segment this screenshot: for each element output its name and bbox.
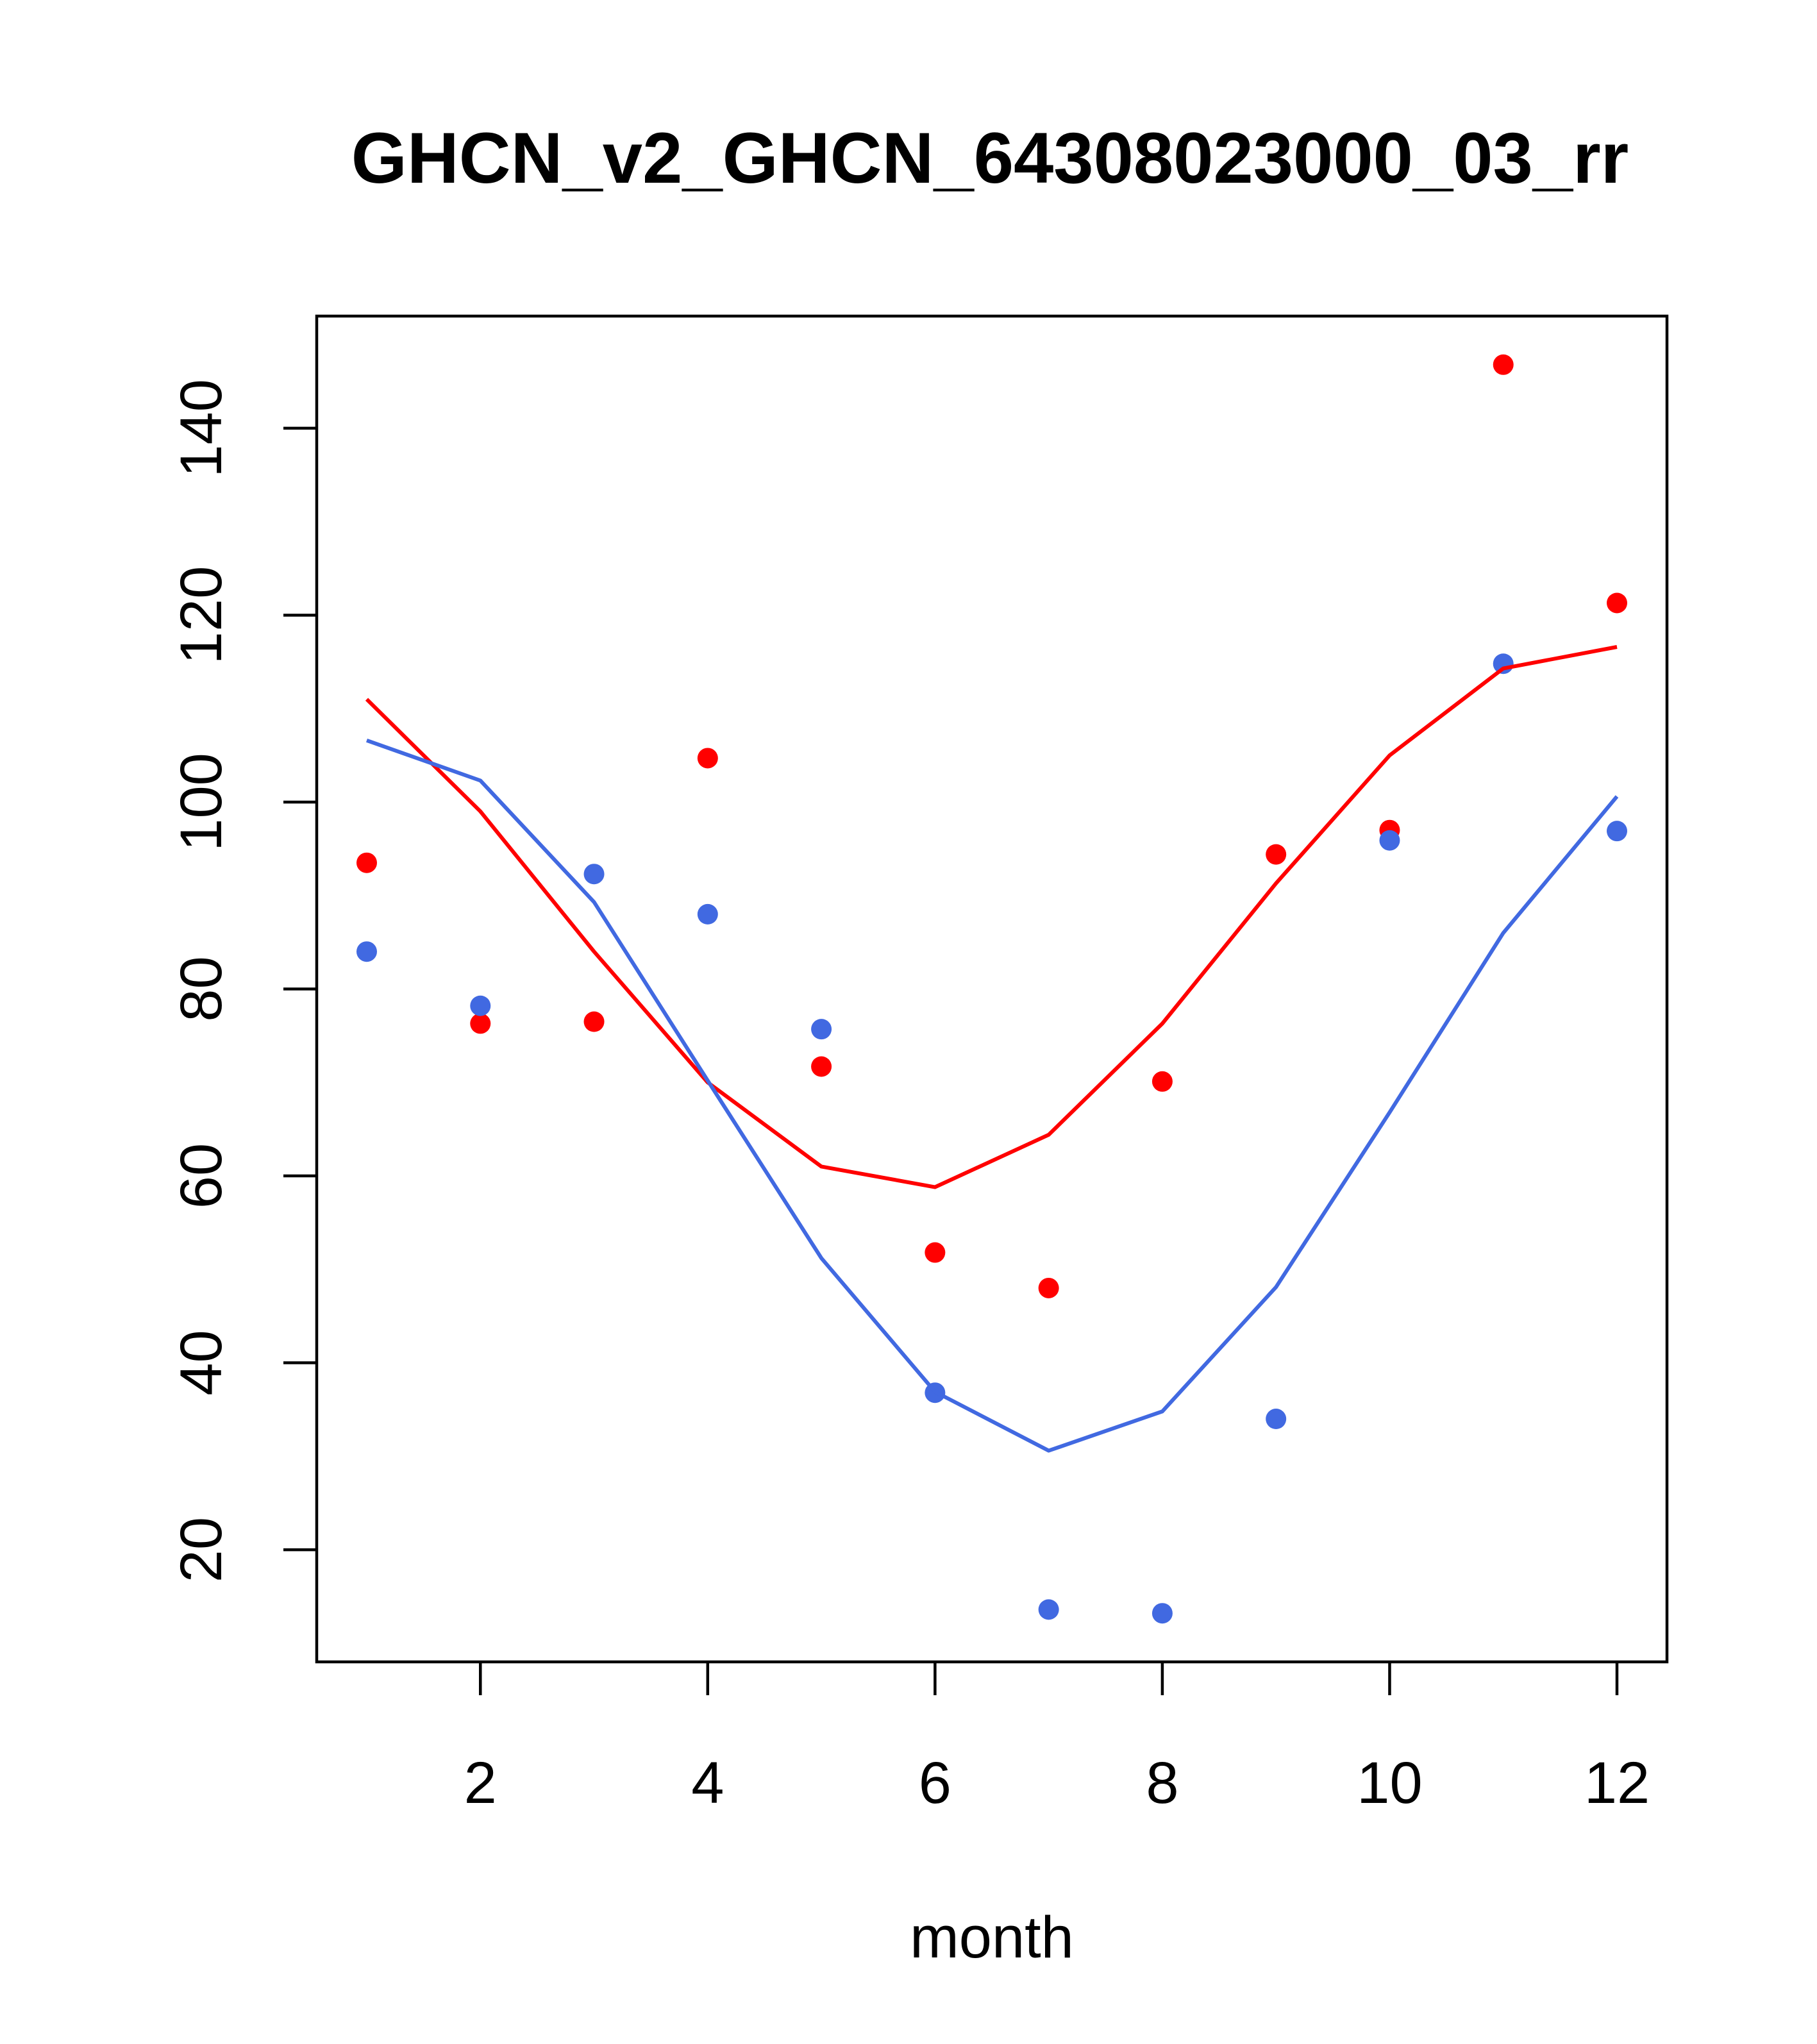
y-tick-label-140: 140 [169, 379, 234, 478]
blue-points-point-10 [1379, 830, 1400, 851]
red-points-point-5 [811, 1056, 832, 1077]
plot-area [356, 354, 1627, 1624]
x-axis-label: month [910, 1905, 1074, 1970]
x-axis: 2 4 6 8 10 12 [464, 1662, 1650, 1816]
y-tick-label-60: 60 [169, 1143, 234, 1209]
red-points-point-6 [925, 1242, 946, 1263]
red-points-point-4 [697, 748, 718, 769]
y-tick-label-120: 120 [169, 566, 234, 665]
blue-line [365, 738, 1619, 1453]
x-tick-label-12: 12 [1584, 1750, 1650, 1816]
x-tick-label-6: 6 [919, 1750, 951, 1816]
y-tick-label-20: 20 [169, 1517, 234, 1582]
blue-points-point-12 [1607, 821, 1627, 842]
blue-points-point-3 [583, 864, 605, 885]
y-tick-label-40: 40 [169, 1330, 234, 1395]
y-tick-label-100: 100 [169, 753, 234, 851]
blue-points-point-9 [1266, 1409, 1287, 1430]
plot-frame [315, 314, 1669, 1664]
chart-title: GHCN_v2_GHCN_64308023000_03_rr [351, 118, 1629, 198]
blue-points-point-11 [1493, 653, 1514, 674]
x-tick-label-2: 2 [464, 1750, 497, 1816]
red-points-point-8 [1151, 1071, 1173, 1092]
red-points-point-9 [1266, 844, 1287, 865]
red-points-point-3 [583, 1011, 605, 1032]
y-axis: 20 40 60 80 100 120 140 [169, 379, 317, 1582]
red-line [365, 645, 1618, 1189]
x-tick-label-10: 10 [1357, 1750, 1422, 1816]
blue-points-point-8 [1151, 1603, 1173, 1624]
red-points-point-2 [470, 1013, 491, 1034]
red-points-point-7 [1038, 1277, 1059, 1298]
blue-points-point-2 [470, 995, 491, 1016]
red-points-point-11 [1493, 354, 1514, 375]
y-tick-label-80: 80 [169, 956, 234, 1021]
x-tick-label-4: 4 [691, 1750, 724, 1816]
blue-points-point-1 [356, 941, 377, 962]
x-tick-label-8: 8 [1146, 1750, 1178, 1816]
red-points-point-1 [356, 852, 377, 873]
red-points-point-12 [1607, 592, 1627, 614]
blue-points-point-5 [811, 1019, 832, 1040]
blue-points-point-7 [1038, 1599, 1059, 1620]
blue-points-point-4 [697, 903, 718, 925]
